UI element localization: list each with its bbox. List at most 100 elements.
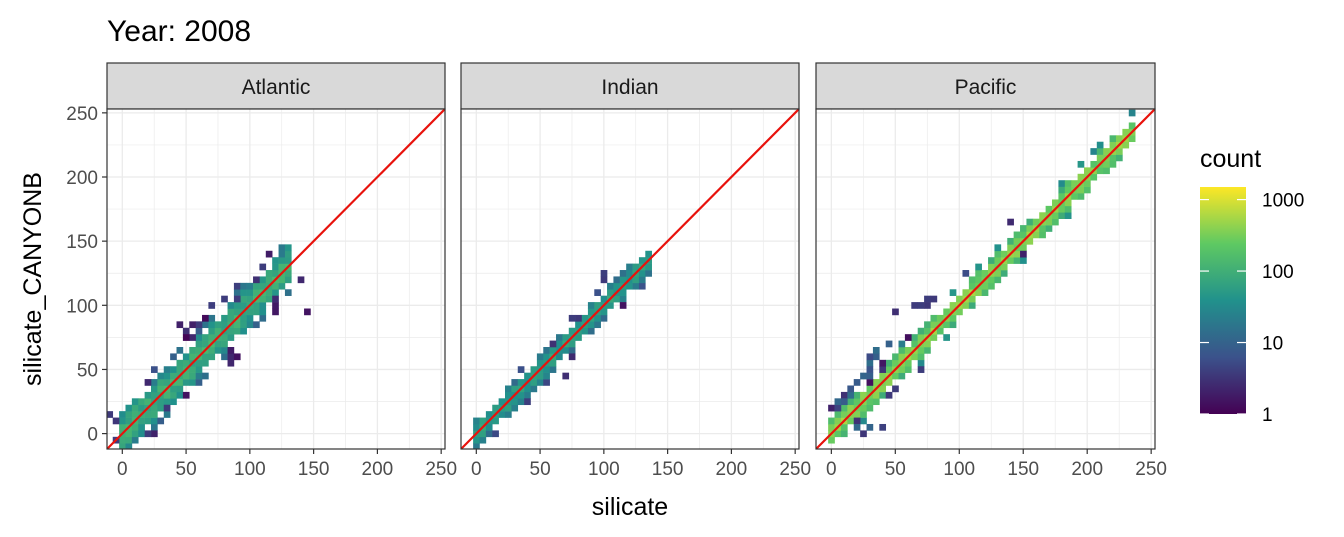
heatmap-cell	[284, 276, 292, 284]
x-tick-label: 50	[530, 459, 551, 480]
facet-strip	[815, 62, 1156, 110]
heatmap-cell	[860, 372, 867, 380]
heatmap-cell	[1122, 128, 1130, 136]
heatmap-cell	[304, 308, 311, 316]
heatmap-cell	[898, 366, 906, 373]
heatmap-cell	[1064, 205, 1072, 213]
heatmap-cell	[284, 289, 292, 296]
heatmap-cell	[847, 404, 855, 412]
heatmap-cell	[866, 366, 874, 373]
heatmap-cell	[284, 257, 292, 264]
heatmap-cell	[898, 347, 906, 354]
x-tick-label: 200	[362, 459, 394, 480]
heatmap-cell	[549, 340, 557, 348]
heatmap-cell	[1109, 160, 1117, 168]
heatmap-cell	[1096, 154, 1104, 162]
heatmap-cell	[240, 295, 247, 303]
gridlines	[816, 109, 1155, 449]
heatmap-cell	[930, 314, 938, 322]
heatmap-cell	[892, 359, 899, 367]
x-tick-label: 250	[779, 459, 811, 480]
heatmap-cell	[930, 295, 938, 303]
heatmap-cell	[600, 295, 608, 303]
heatmap-cell	[949, 314, 957, 322]
heatmap-cell	[208, 353, 216, 361]
heatmap-cell	[284, 244, 292, 252]
heatmap-cell	[853, 417, 861, 425]
legend-colorbar	[1200, 187, 1246, 414]
heatmap-cell	[473, 436, 480, 444]
heatmap-cell	[860, 404, 867, 412]
heatmap-cell	[479, 436, 487, 444]
heatmap-cell	[994, 276, 1002, 284]
heatmap-cell	[253, 308, 260, 316]
heatmap-cell	[834, 398, 842, 406]
heatmap-cell	[511, 379, 519, 386]
heatmap-cell	[189, 334, 196, 341]
heatmap-cell	[975, 289, 982, 296]
heatmap-cell	[587, 321, 595, 329]
heatmap-cell	[151, 391, 158, 399]
heatmap-cell	[594, 302, 601, 309]
heatmap-cell	[536, 379, 544, 386]
heatmap-cell	[259, 295, 267, 303]
heatmap-cell	[498, 411, 506, 418]
heatmap-cell	[885, 379, 893, 386]
heatmap-cell	[214, 340, 222, 348]
heatmap-cell	[1013, 231, 1021, 239]
heatmap-cell	[924, 295, 931, 303]
heatmap-cell	[1064, 186, 1072, 194]
heatmap-cell	[227, 334, 235, 341]
heatmap-cell	[1103, 160, 1110, 168]
heatmap-cell	[492, 417, 499, 425]
heatmap-cell	[253, 289, 260, 296]
heatmap-cell	[272, 263, 279, 271]
heatmap-cell	[924, 327, 931, 335]
heatmap-cell	[511, 404, 519, 412]
heatmap-cell	[568, 340, 576, 348]
heatmap-cell	[189, 366, 196, 373]
heatmap-cell	[189, 321, 196, 329]
heatmap-cell	[1007, 244, 1014, 252]
heatmap-cell	[189, 347, 196, 354]
heatmap-cell	[1052, 218, 1059, 226]
heatmap-cell	[924, 347, 931, 354]
heatmap-cell	[562, 347, 570, 354]
heatmap-cell	[157, 398, 165, 406]
legend-tick-label: 100	[1262, 262, 1294, 283]
heatmap-cell	[119, 417, 126, 425]
legend-tick-label: 10	[1262, 334, 1283, 355]
heatmap-cell	[1128, 135, 1136, 143]
panel-border	[815, 108, 1156, 450]
x-tick-label: 50	[176, 459, 197, 480]
heatmap-cell	[151, 385, 158, 393]
heatmap-cell	[1084, 167, 1091, 175]
heatmap-cell	[233, 295, 241, 303]
heatmap-cell	[144, 398, 152, 406]
heatmap-cell	[253, 302, 260, 309]
heatmap-cell	[892, 308, 899, 316]
heatmap-cell	[208, 327, 216, 335]
heatmap-cell	[151, 366, 158, 373]
heatmap-cell	[265, 276, 273, 284]
heatmap-cell	[943, 321, 950, 329]
heatmap-cell	[556, 334, 563, 341]
heatmap-cell	[265, 250, 273, 258]
heatmap-cell	[1096, 148, 1104, 155]
heatmap-cell	[840, 423, 848, 431]
heatmap-cell	[556, 340, 563, 348]
y-axis-title: silicate_CANYONB	[19, 172, 47, 386]
heatmap-cell	[981, 270, 989, 277]
heatmap-cell	[189, 379, 196, 386]
heatmap-cell	[272, 302, 279, 309]
heatmap-cell	[208, 314, 216, 322]
heatmap-cell	[872, 391, 880, 399]
heatmap-cell	[885, 391, 893, 399]
heatmap-cell	[562, 334, 570, 341]
heatmap-cell	[917, 302, 925, 309]
heatmap-cell	[517, 366, 525, 373]
heatmap-cell	[1071, 180, 1078, 187]
heatmap-cell	[1020, 231, 1027, 239]
heatmap-cell	[866, 385, 874, 393]
heatmap-cell	[962, 302, 970, 309]
